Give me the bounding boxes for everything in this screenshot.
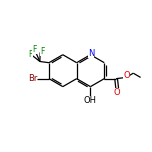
Text: O: O [123,71,130,79]
Text: Br: Br [28,74,37,83]
Text: N: N [88,49,94,58]
Text: O: O [114,88,120,97]
Text: F: F [28,50,33,59]
Text: F: F [40,47,44,56]
Text: OH: OH [84,96,97,105]
Text: F: F [33,45,37,54]
